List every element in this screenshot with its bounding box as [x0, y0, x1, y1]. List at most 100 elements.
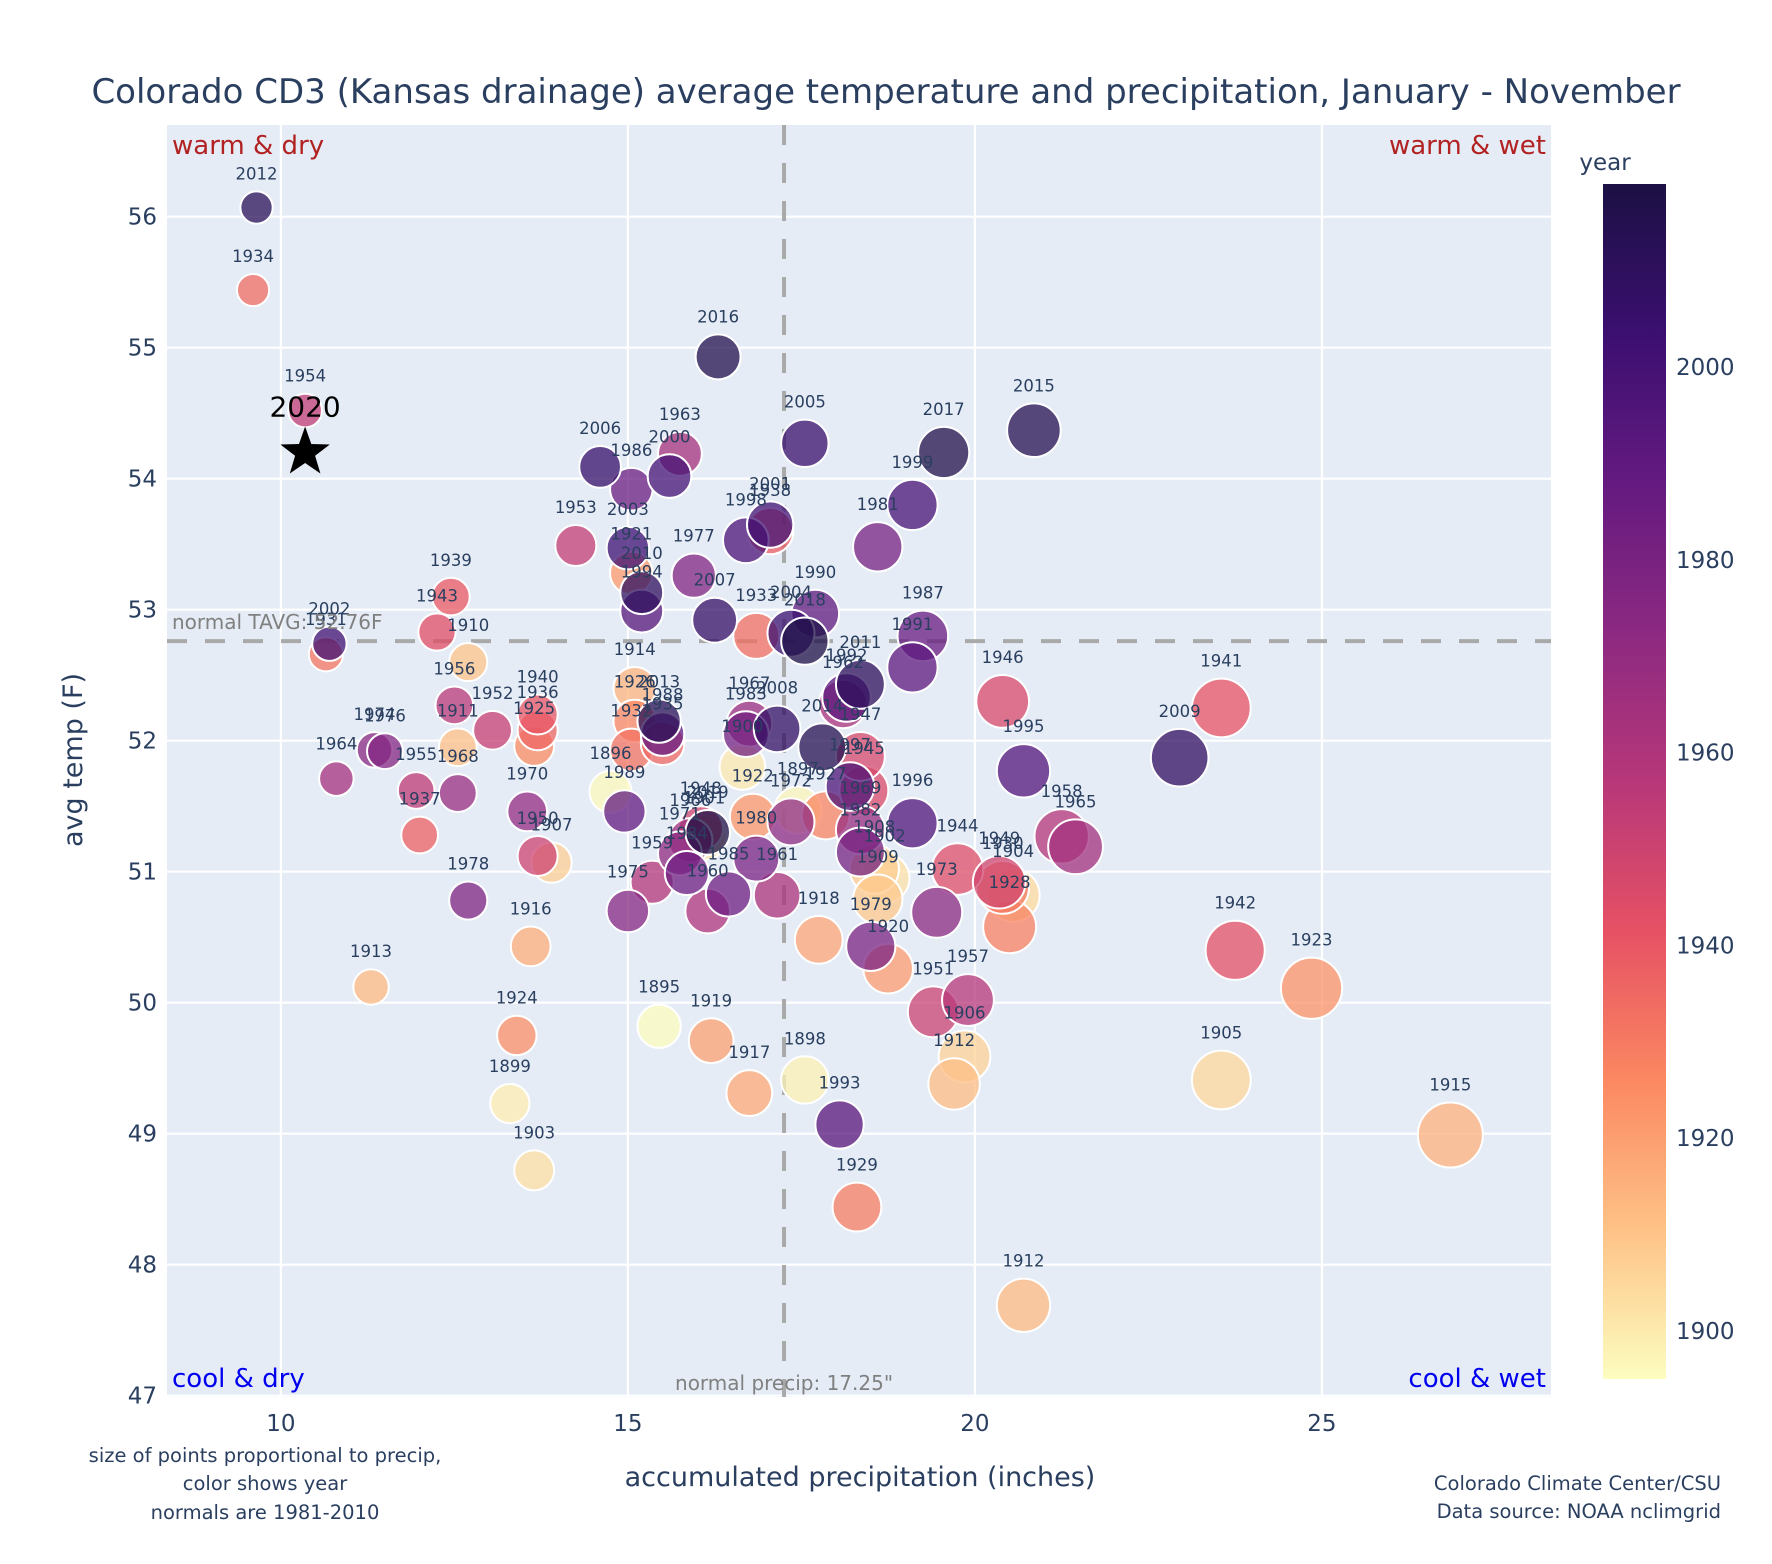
data-point-1903 — [513, 1149, 556, 1192]
note-size: size of points proportional to precip, — [89, 1444, 442, 1467]
note-normals: normals are 1981-2010 — [151, 1501, 380, 1524]
point-label: 1990 — [794, 563, 836, 582]
point-label: 1949 — [978, 829, 1020, 848]
point-label: 1986 — [610, 441, 652, 460]
point-label: 1955 — [395, 745, 437, 764]
data-point-1961 — [752, 870, 802, 920]
data-point-2003 — [605, 525, 651, 571]
normal-tavg-label: normal TAVG: 52.76F — [172, 610, 383, 634]
data-point-1955 — [396, 771, 436, 810]
y-tick-label: 51 — [128, 860, 157, 886]
data-point-1993 — [814, 1099, 865, 1150]
y-tick-label: 50 — [128, 991, 157, 1017]
point-label: 1908 — [853, 817, 895, 836]
point-label: 1945 — [843, 739, 885, 758]
point-label: 2005 — [784, 393, 826, 412]
point-label: 1916 — [510, 899, 552, 918]
normal-precip-label: normal precip: 17.25" — [675, 1371, 893, 1395]
point-label: 1898 — [784, 1029, 826, 1048]
data-point-1957 — [941, 973, 995, 1027]
point-label: 2010 — [621, 544, 663, 563]
data-point-1941 — [1190, 677, 1252, 739]
point-label: 1960 — [687, 862, 729, 881]
colorbar-tick-label: 1960 — [1676, 741, 1735, 767]
normal-lines — [167, 125, 1551, 1397]
data-point-1989 — [602, 789, 647, 834]
point-label: 1964 — [315, 734, 357, 753]
point-label: 1914 — [614, 640, 656, 659]
y-tick-label: 55 — [128, 336, 157, 362]
data-point-1937 — [400, 815, 440, 855]
x-tick-label: 25 — [1307, 1411, 1336, 1437]
colorbar-ticks: 1900 1920 1940 1960 1980 2000 — [1676, 355, 1735, 1345]
point-label: 2003 — [607, 500, 649, 519]
y-tick-label: 48 — [128, 1253, 157, 1279]
point-label: 2007 — [694, 571, 736, 590]
data-points — [235, 190, 1484, 1333]
point-label: 1944 — [937, 816, 979, 835]
data-point-2014 — [797, 722, 848, 773]
point-label: 2006 — [579, 419, 621, 438]
quadrant-label-warm-wet: warm & wet — [1389, 131, 1546, 161]
point-label: 1940 — [517, 667, 559, 686]
chart-title: Colorado CD3 (Kansas drainage) average t… — [91, 72, 1680, 112]
point-label: 1959 — [631, 834, 673, 853]
data-point-1972 — [766, 797, 816, 847]
data-point-1917 — [725, 1069, 774, 1117]
point-label: 1985 — [708, 844, 750, 863]
point-labels: 1895 1896 1897 1898 1899 1900 1901 1902 1903 1904… — [232, 164, 1471, 1270]
credit-line-1: Colorado Climate Center/CSU — [1434, 1472, 1721, 1495]
point-label: 1902 — [864, 826, 906, 845]
point-label: 2017 — [923, 400, 965, 419]
point-label: 1956 — [433, 659, 475, 678]
point-label: 1925 — [513, 699, 555, 718]
point-label: 1906 — [944, 1004, 986, 1023]
point-label: 1915 — [1429, 1075, 1471, 1094]
point-label: 1896 — [590, 744, 632, 763]
point-label: 2018 — [784, 590, 826, 609]
point-label: 1903 — [513, 1123, 555, 1142]
star-label: 2020 — [269, 390, 340, 423]
data-point-1970 — [506, 790, 549, 833]
point-label: 1926 — [614, 673, 656, 692]
point-label: 1924 — [496, 989, 538, 1008]
data-point-1985 — [704, 870, 753, 918]
point-label: 1950 — [517, 809, 559, 828]
point-label: 1907 — [531, 815, 573, 834]
point-label: 1995 — [1002, 717, 1044, 736]
point-label: 1923 — [1291, 931, 1333, 950]
point-label: 1966 — [669, 791, 711, 810]
point-label: 1972 — [770, 771, 812, 790]
point-label: 2004 — [770, 583, 812, 602]
data-point-1895 — [636, 1003, 682, 1049]
y-tick-label: 49 — [128, 1122, 157, 1148]
x-tick-label: 20 — [960, 1411, 989, 1437]
point-label: 1922 — [732, 767, 774, 786]
data-point-1923 — [1279, 956, 1344, 1020]
y-tick-label: 47 — [128, 1384, 157, 1410]
data-point-1996 — [886, 797, 939, 850]
data-point-2013 — [636, 698, 682, 744]
point-label: 1910 — [447, 616, 489, 635]
point-label: 1983 — [725, 684, 767, 703]
point-label: 2011 — [839, 633, 881, 652]
point-label: 1943 — [416, 586, 458, 605]
data-point-1912 — [995, 1277, 1052, 1333]
point-label: 1980 — [735, 809, 777, 828]
x-axis-title: accumulated precipitation (inches) — [625, 1462, 1096, 1493]
point-label: 1969 — [839, 778, 881, 797]
point-label: 1947 — [839, 705, 881, 724]
point-label: 1971 — [659, 804, 701, 823]
data-point-2006 — [578, 445, 622, 489]
data-point-1950 — [516, 834, 559, 877]
point-label: 1981 — [857, 495, 899, 514]
point-label: 1965 — [1055, 792, 1097, 811]
data-point-2010 — [619, 570, 665, 616]
point-label: 1989 — [603, 763, 645, 782]
point-label: 1934 — [232, 247, 274, 266]
point-label: 1987 — [902, 584, 944, 603]
data-point-1929 — [831, 1181, 883, 1233]
data-point-1949 — [971, 854, 1027, 910]
point-label: 1968 — [437, 747, 479, 766]
data-point-1916 — [509, 925, 552, 968]
